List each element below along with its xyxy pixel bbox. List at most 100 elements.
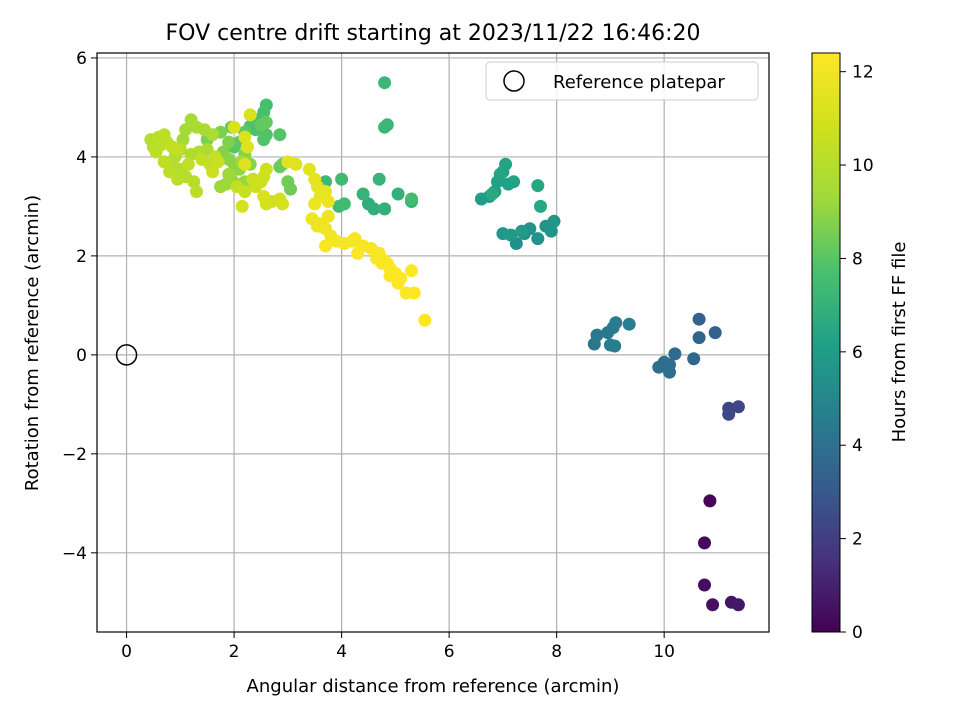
scatter-point (405, 264, 418, 278)
y-tick-label: 2 (76, 247, 87, 267)
scatter-point (308, 197, 322, 211)
scatter-point (731, 598, 745, 612)
scatter-point (708, 326, 722, 340)
legend-marker (503, 70, 525, 92)
scatter-point (608, 339, 622, 353)
scatter-point (238, 185, 252, 199)
scatter-point (391, 276, 405, 290)
scatter-point (321, 195, 335, 208)
scatter-point (227, 120, 241, 134)
scatter-point (703, 494, 717, 508)
scatter-point (378, 76, 392, 90)
scatter-point (687, 352, 701, 366)
legend: Reference platepar (485, 61, 759, 101)
y-tick-label: 6 (76, 49, 87, 69)
scatter-point (319, 185, 332, 199)
scatter-point (698, 536, 711, 550)
chart-title: FOV centre drift starting at 2023/11/22 … (166, 21, 701, 46)
scatter-point (531, 232, 545, 246)
scatter-point (722, 407, 736, 421)
scatter-point (731, 400, 745, 414)
x-tick-label: 4 (336, 642, 347, 662)
scatter-point (622, 317, 636, 331)
scatter-point (259, 115, 273, 129)
scatter-point (663, 365, 676, 379)
scatter-point (276, 197, 289, 211)
scatter-point (348, 232, 362, 246)
scatter-points (115, 76, 745, 612)
scatter-point (243, 108, 257, 122)
scatter-point (370, 251, 384, 265)
x-tick-label: 2 (229, 642, 240, 662)
colorbar-tick-label: 6 (852, 343, 863, 363)
colorbar-tick-label: 0 (852, 623, 863, 643)
scatter-point (405, 192, 418, 206)
scatter-point (184, 147, 198, 161)
colorbar-label: Hours from first FF file (889, 242, 910, 443)
scatter-point (504, 228, 518, 242)
scatter-point (190, 185, 203, 199)
scatter-point (176, 133, 190, 147)
scatter-point (281, 175, 295, 189)
reference-platepar-marker (115, 344, 138, 366)
scatter-point (698, 578, 711, 592)
colorbar-tick-label: 8 (852, 249, 863, 269)
scatter-point (531, 179, 545, 193)
scatter-point (171, 143, 185, 156)
scatter-point (378, 202, 392, 216)
colorbar: 0 2 4 6 8 10 12 Hours from first FF file (811, 52, 910, 643)
scatter-point (211, 155, 225, 169)
colorbar-gradient (811, 52, 841, 633)
colorbar-tick-label: 12 (852, 63, 874, 83)
scatter-point (222, 135, 236, 149)
y-axis-ticks: −4 −2 0 2 4 6 (62, 49, 97, 564)
scatter-point (493, 167, 507, 181)
x-tick-label: 10 (653, 642, 675, 662)
colorbar-ticks: 0 2 4 6 8 10 12 (840, 63, 874, 643)
scatter-point (163, 165, 177, 179)
scatter-point (337, 197, 351, 211)
scatter-point (235, 199, 249, 213)
x-tick-label: 8 (551, 642, 562, 662)
scatter-point (321, 209, 335, 223)
grid-lines (97, 53, 769, 632)
scatter-point (238, 157, 252, 171)
scatter-point (179, 123, 193, 137)
scatter-point (372, 172, 386, 186)
scatter-point (257, 170, 271, 184)
scatter-point (356, 187, 370, 201)
scatter-point (391, 187, 405, 201)
scatter-point (289, 157, 303, 171)
scatter-point (609, 316, 623, 330)
legend-box (485, 61, 759, 101)
scatter-point (692, 331, 706, 345)
colorbar-tick-label: 10 (852, 156, 874, 176)
scatter-point (534, 199, 547, 213)
x-axis-label: Angular distance from reference (arcmin) (247, 676, 620, 697)
colorbar-tick-label: 2 (852, 530, 863, 550)
scatter-point (692, 312, 706, 326)
scatter-point (668, 347, 682, 361)
legend-label: Reference platepar (553, 72, 725, 93)
scatter-point (206, 165, 220, 179)
scatter-point (590, 328, 604, 342)
y-axis-label: Rotation from reference (arcmin) (22, 195, 43, 491)
x-tick-label: 0 (121, 642, 132, 662)
scatter-point (257, 190, 271, 203)
scatter-point (157, 155, 171, 169)
scatter-point (335, 172, 349, 186)
scatter-point (187, 175, 201, 189)
y-tick-label: −2 (62, 445, 87, 465)
colorbar-tick-label: 4 (852, 436, 863, 456)
scatter-point (706, 598, 720, 612)
scatter-point (544, 224, 558, 238)
scatter-point (378, 120, 392, 134)
scatter-point (241, 140, 254, 154)
scatter-point (273, 128, 287, 142)
scatter-point (499, 157, 513, 171)
scatter-point (222, 167, 236, 181)
scatter-point (257, 133, 271, 147)
scatter-point (319, 239, 332, 253)
y-tick-label: 4 (76, 148, 87, 168)
